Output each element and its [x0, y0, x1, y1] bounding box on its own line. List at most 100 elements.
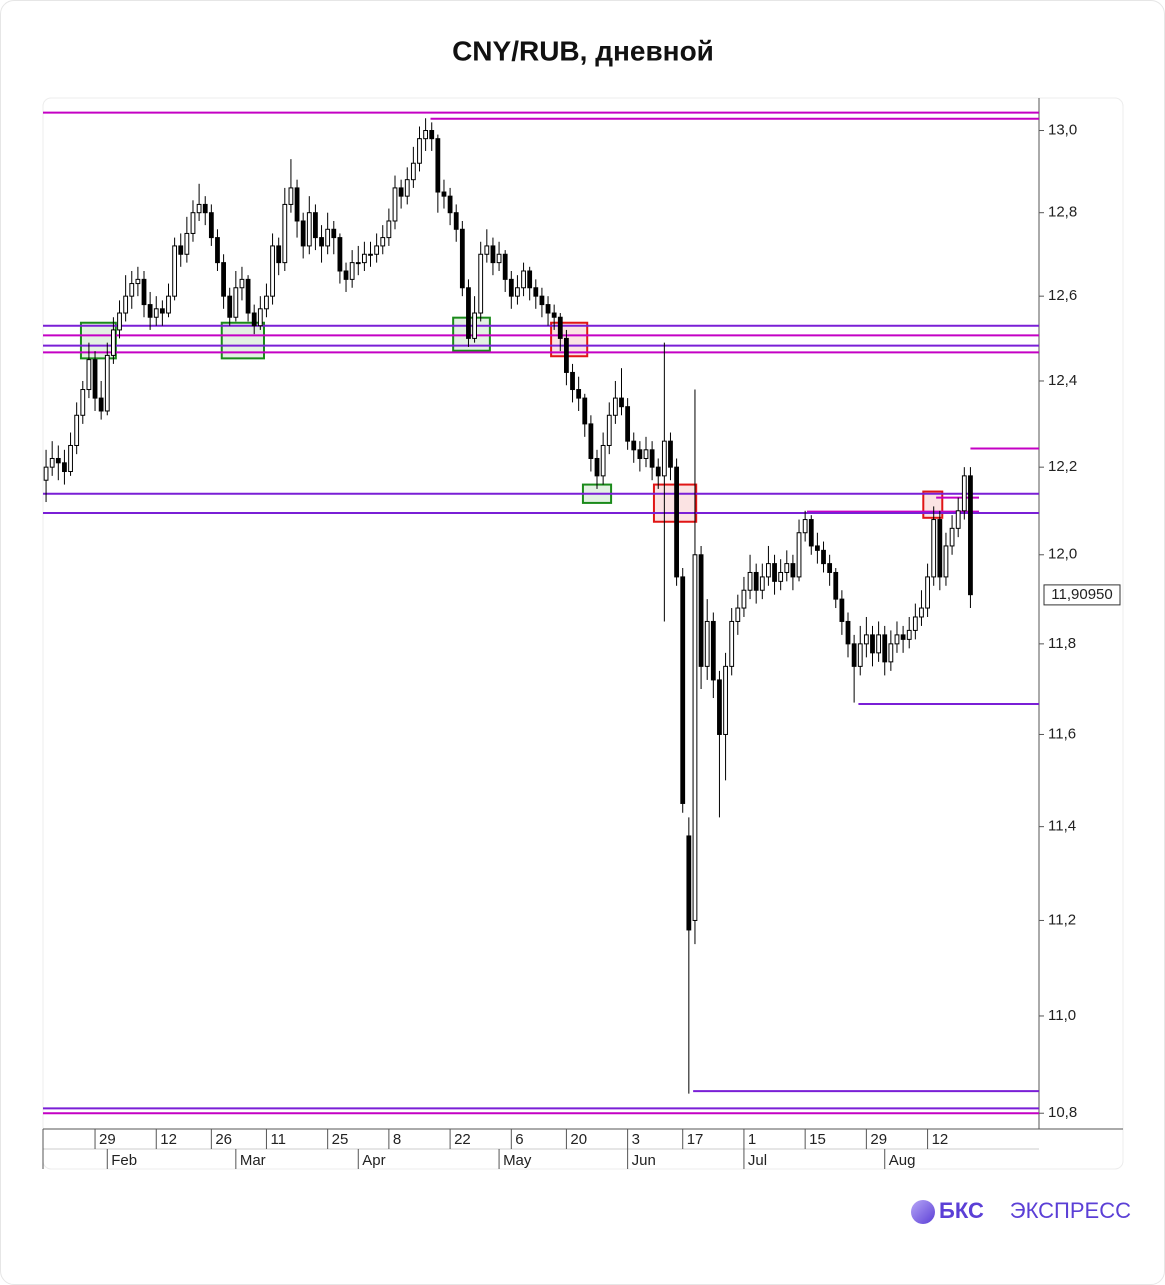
candle-body	[343, 270, 349, 280]
candle-body	[845, 620, 851, 645]
candle-body	[570, 371, 575, 391]
chart-title: CNY/RUB, дневной	[452, 35, 714, 66]
x-tick-label: 25	[332, 1131, 349, 1148]
candle-body	[900, 634, 906, 640]
candle-body	[717, 679, 722, 735]
x-tick-label: 8	[393, 1131, 401, 1148]
candle-body	[227, 295, 233, 318]
candle-body	[221, 262, 226, 297]
x-tick-label: 29	[870, 1131, 887, 1148]
candle-body	[43, 466, 49, 481]
month-label: Jul	[748, 1152, 767, 1169]
candle-body	[937, 519, 943, 578]
candle-body	[698, 554, 704, 667]
candle-body	[270, 245, 275, 297]
candle-body	[870, 634, 875, 654]
candle-body	[686, 835, 692, 931]
y-tick-label: 11,6	[1048, 725, 1076, 742]
candle-body	[600, 444, 606, 477]
candle-body	[361, 253, 367, 264]
candle-body	[410, 162, 416, 181]
candle-body	[74, 414, 80, 446]
candle-body	[564, 337, 569, 373]
plot-card	[42, 97, 1124, 1170]
candle-body	[521, 270, 526, 289]
month-label: Feb	[111, 1152, 137, 1169]
candle-body	[478, 253, 484, 314]
x-tick-label: 29	[99, 1131, 116, 1148]
candle-body	[790, 563, 796, 578]
x-tick-label: 17	[687, 1131, 704, 1148]
candle-body	[55, 457, 61, 464]
candle-body	[661, 440, 667, 477]
candle-body	[404, 179, 410, 197]
month-label: Aug	[889, 1152, 916, 1169]
candle-body	[814, 545, 820, 551]
candle-body	[827, 563, 833, 573]
last-price-box	[1043, 584, 1121, 606]
y-tick-label: 12,6	[1048, 287, 1077, 304]
candle-body	[863, 634, 869, 645]
candle-body	[619, 397, 624, 408]
candle-body	[166, 295, 171, 314]
y-tick-label: 10,8	[1048, 1104, 1077, 1121]
candle-body	[710, 620, 716, 681]
candle-body	[735, 607, 741, 622]
x-tick-label: 12	[160, 1131, 177, 1148]
y-tick-label: 11,2	[1048, 911, 1076, 928]
candle-body	[355, 262, 361, 265]
candle-body	[747, 571, 753, 591]
candle-body	[282, 203, 288, 264]
candle-body	[49, 457, 55, 468]
candle-body	[392, 187, 398, 222]
candle-body	[539, 295, 545, 306]
candle-body	[331, 228, 337, 239]
candle-body	[380, 237, 386, 247]
candle-body	[796, 532, 802, 578]
candle-body	[551, 312, 557, 318]
candle-body	[86, 359, 92, 391]
month-label: Mar	[240, 1152, 266, 1169]
candle-body	[294, 187, 300, 222]
candle-body	[931, 519, 937, 578]
candle-body	[466, 287, 471, 339]
candle-body	[325, 228, 331, 247]
candle-body	[300, 220, 306, 247]
candle-body	[196, 203, 202, 214]
candle-body	[833, 571, 839, 600]
candle-body	[153, 308, 159, 318]
candle-body	[245, 278, 251, 314]
x-tick-label: 26	[215, 1131, 232, 1148]
candle-body	[435, 138, 441, 193]
candle-body	[961, 475, 967, 512]
candle-body	[508, 278, 514, 297]
candle-body	[276, 245, 282, 264]
x-tick-label: 22	[454, 1131, 471, 1148]
candle-body	[802, 519, 808, 534]
candle-body	[857, 643, 863, 667]
candle-body	[349, 262, 355, 280]
candle-body	[117, 312, 122, 331]
candle-body	[557, 316, 563, 339]
y-tick-label: 12,4	[1048, 372, 1077, 389]
candle-body	[680, 576, 686, 804]
candle-body	[955, 510, 961, 529]
candle-body	[215, 237, 220, 264]
candle-body	[643, 449, 649, 459]
candle-body	[447, 195, 453, 214]
candle-body	[612, 397, 618, 416]
candle-body	[729, 620, 735, 667]
candle-body	[135, 278, 141, 285]
candle-body	[668, 440, 673, 468]
brand-name: БКС	[939, 1198, 984, 1223]
candle-body	[882, 634, 888, 663]
candle-body	[808, 519, 814, 547]
y-tick-label: 11,4	[1048, 818, 1076, 835]
candle-body	[821, 549, 826, 565]
candle-body	[576, 389, 582, 399]
candle-body	[772, 563, 777, 582]
month-label: Apr	[362, 1152, 385, 1169]
candle-body	[502, 253, 508, 280]
